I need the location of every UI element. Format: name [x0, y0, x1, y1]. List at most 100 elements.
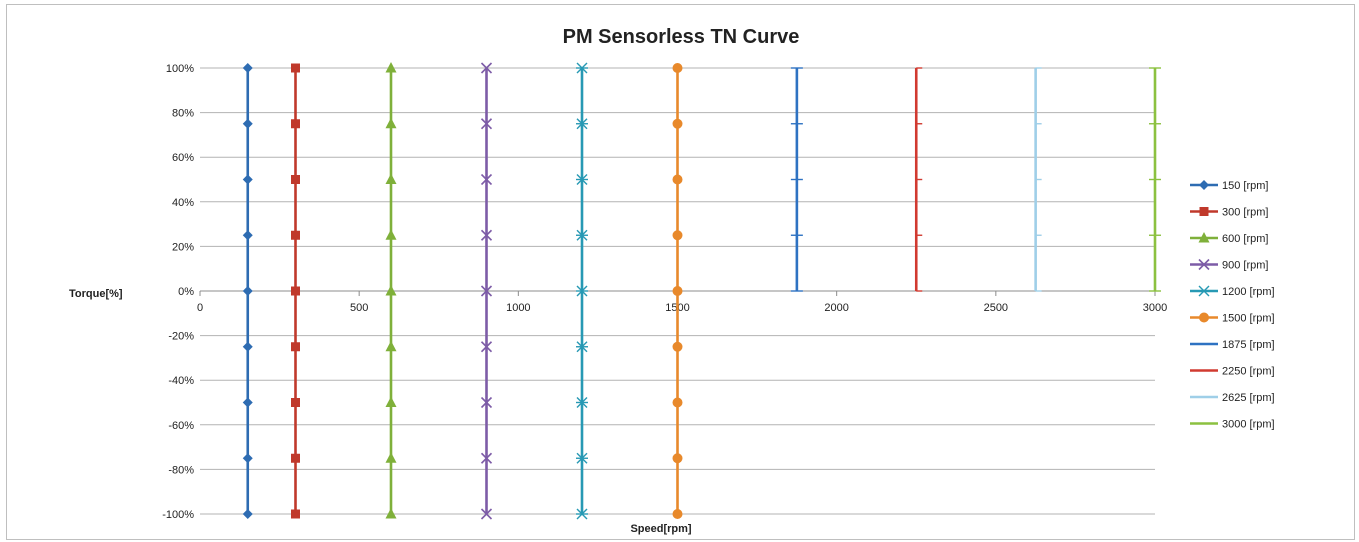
- data-point: [576, 397, 588, 408]
- data-point: [385, 117, 397, 129]
- data-point: [242, 230, 253, 241]
- data-point: [242, 63, 253, 73]
- y-tick-label: 80%: [172, 108, 194, 120]
- data-point: [1198, 258, 1210, 271]
- data-point: [242, 286, 253, 296]
- y-tick-label: 100%: [166, 63, 194, 75]
- data-point: [576, 285, 588, 297]
- legend-item: 3000 [rpm]: [1190, 419, 1275, 431]
- y-tick-label: -20%: [168, 331, 194, 343]
- series-layer: [242, 62, 1161, 520]
- data-point: [672, 118, 683, 129]
- y-tick-label: 40%: [172, 197, 194, 209]
- data-point: [576, 174, 588, 185]
- y-tick-label: -100%: [162, 509, 194, 521]
- data-point: [291, 119, 300, 129]
- data-point: [385, 173, 397, 184]
- data-point: [291, 230, 300, 240]
- y-tick-label: -60%: [168, 420, 194, 432]
- legend-item: 1200 [rpm]: [1190, 285, 1275, 298]
- legend-item: 300 [rpm]: [1190, 207, 1268, 219]
- series-900rpm: [480, 62, 493, 520]
- data-point: [480, 285, 493, 297]
- data-point: [672, 174, 683, 185]
- data-point: [291, 63, 300, 73]
- axes: 100% 80% 60% 40% 20% 0% -20% -40% -60% -80% -100% 0…: [162, 63, 1167, 521]
- legend-label: 2250 [rpm]: [1222, 366, 1275, 378]
- data-point: [385, 396, 397, 407]
- data-point: [291, 398, 300, 407]
- data-point: [672, 286, 683, 296]
- data-point: [576, 118, 588, 130]
- x-axis-title: Speed[rpm]: [630, 523, 691, 535]
- y-tick-label: -40%: [168, 375, 194, 387]
- chart-svg: PM Sensorless TN Curve 100% 80% 60% 40% 20% 0…: [69, 26, 1275, 535]
- data-point: [672, 397, 683, 408]
- legend-label: 2625 [rpm]: [1222, 392, 1275, 404]
- legend-label: 600 [rpm]: [1222, 233, 1268, 245]
- x-tick-label: 2500: [984, 302, 1008, 314]
- data-point: [672, 453, 683, 464]
- data-point: [1198, 285, 1210, 297]
- legend-label: 1875 [rpm]: [1222, 339, 1275, 351]
- data-point: [480, 173, 493, 186]
- series-150rpm: [242, 63, 253, 519]
- series-300rpm: [291, 63, 300, 519]
- data-point: [480, 62, 493, 74]
- x-tick-label: 500: [350, 302, 368, 314]
- legend-item: 1875 [rpm]: [1190, 339, 1275, 351]
- legend-label: 1200 [rpm]: [1222, 286, 1275, 298]
- legend-item: 900 [rpm]: [1190, 258, 1268, 272]
- data-point: [291, 175, 300, 184]
- data-point: [672, 509, 683, 519]
- y-tick-label: 60%: [172, 152, 194, 164]
- data-point: [576, 341, 588, 353]
- data-point: [385, 229, 397, 240]
- data-point: [480, 508, 493, 520]
- x-tick-label: 2000: [824, 302, 848, 314]
- y-tick-label: 20%: [172, 241, 194, 253]
- y-axis-title: Torque[%]: [69, 288, 123, 300]
- data-point: [672, 63, 683, 73]
- data-point: [1198, 232, 1210, 243]
- data-point: [291, 453, 300, 463]
- data-point: [385, 340, 397, 352]
- legend-label: 150 [rpm]: [1222, 180, 1268, 192]
- data-point: [242, 118, 253, 129]
- legend-label: 3000 [rpm]: [1222, 419, 1275, 431]
- series-3000rpm: [1149, 67, 1161, 292]
- data-point: [480, 229, 493, 241]
- data-point: [480, 341, 493, 353]
- data-point: [1199, 207, 1209, 216]
- legend-item: 2250 [rpm]: [1190, 366, 1275, 378]
- legend-item: 2625 [rpm]: [1190, 392, 1275, 404]
- chart-title: PM Sensorless TN Curve: [563, 26, 800, 48]
- data-point: [480, 396, 493, 409]
- data-point: [385, 508, 397, 519]
- y-tick-label: 0%: [178, 286, 194, 298]
- series-1875rpm: [790, 67, 803, 292]
- data-point: [576, 508, 588, 520]
- data-point: [291, 286, 300, 296]
- data-point: [242, 397, 253, 408]
- series-600rpm: [385, 62, 397, 519]
- data-point: [385, 452, 397, 463]
- x-tick-label: 3000: [1143, 302, 1167, 314]
- legend-label: 900 [rpm]: [1222, 260, 1268, 272]
- data-point: [480, 118, 493, 130]
- data-point: [1199, 312, 1209, 323]
- legend-label: 1500 [rpm]: [1222, 313, 1275, 325]
- legend-label: 300 [rpm]: [1222, 207, 1268, 219]
- data-point: [291, 342, 300, 352]
- data-point: [242, 509, 253, 519]
- legend-item: 1500 [rpm]: [1190, 312, 1275, 325]
- series-1200rpm: [576, 62, 588, 520]
- legend-item: 150 [rpm]: [1190, 180, 1268, 192]
- data-point: [242, 453, 253, 464]
- data-point: [480, 452, 493, 464]
- data-point: [576, 452, 588, 464]
- data-point: [576, 229, 588, 241]
- series-2250rpm: [914, 67, 923, 292]
- data-point: [291, 509, 300, 519]
- series-2625rpm: [1034, 67, 1042, 292]
